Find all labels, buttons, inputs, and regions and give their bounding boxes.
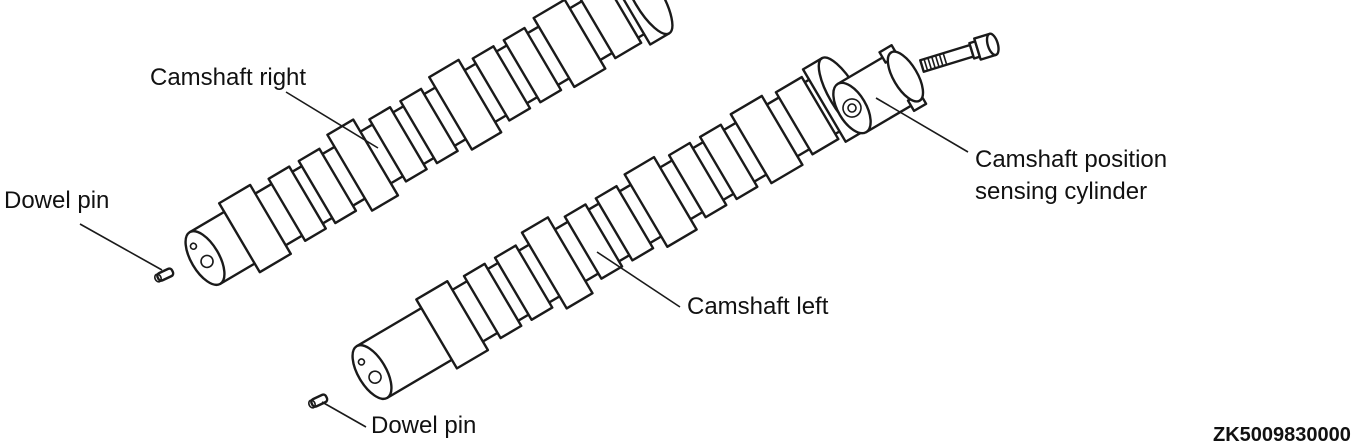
leader-dowel-pin-upper (79, 223, 163, 271)
figure-code: ZK5009830000 (1213, 424, 1351, 446)
label-dowel-pin-upper: Dowel pin (4, 187, 109, 214)
leader-camshaft-right (285, 91, 379, 149)
dowel-pin-lower (307, 393, 329, 409)
label-sensing-cylinder-line1: Camshaft position (975, 146, 1167, 173)
bolt (919, 32, 1000, 73)
label-camshaft-left: Camshaft left (687, 293, 829, 320)
leader-dowel-pin-lower (321, 401, 367, 428)
dowel-pin-upper (153, 267, 175, 283)
leader-camshaft-left (596, 251, 681, 308)
label-dowel-pin-lower: Dowel pin (371, 412, 476, 439)
camshaft-right (184, 0, 674, 287)
label-sensing-cylinder-line2: sensing cylinder (975, 178, 1147, 205)
label-camshaft-right: Camshaft right (150, 64, 306, 91)
leader-sensing-cylinder (875, 97, 969, 153)
